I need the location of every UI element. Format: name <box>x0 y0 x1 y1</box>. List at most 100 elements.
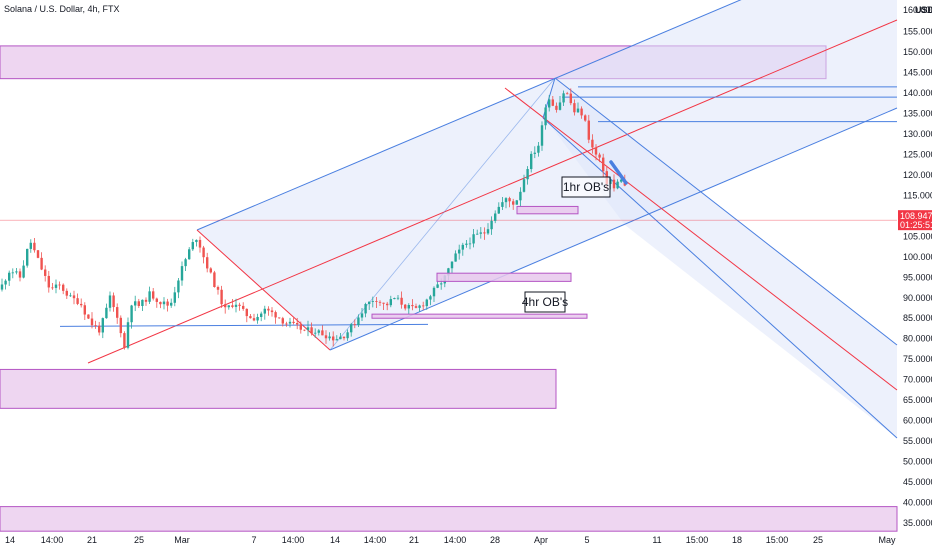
candle-body <box>558 102 562 110</box>
candle-body <box>497 206 500 214</box>
candle-body <box>501 202 504 207</box>
candle-body <box>519 191 522 201</box>
candle-body <box>98 325 101 333</box>
candle-body <box>522 179 526 192</box>
candle-body <box>263 308 266 314</box>
zone-box <box>0 368 557 409</box>
candle-body <box>234 304 238 307</box>
candle-body <box>80 303 83 306</box>
candle-body <box>141 299 144 306</box>
x-tick-label: 14:00 <box>41 535 64 545</box>
rising-fill-edge <box>329 77 556 351</box>
label-1hr-obs: 1hr OB's <box>563 180 609 194</box>
candle-body <box>94 325 97 327</box>
candle-body <box>425 299 428 307</box>
candle-body <box>58 284 61 286</box>
y-tick-label: 95.0000 <box>903 272 932 282</box>
x-tick-label: 25 <box>134 535 144 545</box>
order-block <box>436 272 572 282</box>
candle-body <box>26 248 29 266</box>
candle-body <box>44 269 47 276</box>
candle-body <box>144 299 148 302</box>
candle-body <box>551 99 554 106</box>
candle-body <box>62 284 65 291</box>
candle-body <box>440 283 443 285</box>
candle-body <box>198 239 202 248</box>
candle-body <box>598 154 601 158</box>
candle-body <box>0 284 4 290</box>
candle-body <box>483 232 486 234</box>
candle-body <box>612 179 616 189</box>
rising-median-line <box>87 19 898 364</box>
x-tick-label: May <box>878 535 896 545</box>
candle-body <box>375 301 378 302</box>
x-tick-label: 21 <box>409 535 419 545</box>
candle-body <box>285 323 288 325</box>
label-4hr-box <box>524 291 566 313</box>
candle-body <box>537 145 540 153</box>
candle-body <box>69 295 72 297</box>
x-tick-label: 14:00 <box>282 535 305 545</box>
candle-body <box>386 303 389 306</box>
candle-body <box>278 317 281 319</box>
y-tick-label: 55.0000 <box>903 436 932 446</box>
candle-body <box>594 147 598 155</box>
candle-body <box>134 301 137 306</box>
candle-body <box>11 272 14 274</box>
price-tag <box>898 210 932 231</box>
candle-body <box>173 292 176 303</box>
candle-body <box>580 108 583 116</box>
candle-body <box>36 250 40 258</box>
y-tick-label: 105.0000 <box>903 231 932 241</box>
x-tick-label: Mar <box>174 535 190 545</box>
y-tick-label: 75.0000 <box>903 354 932 364</box>
candle-body <box>396 297 400 299</box>
candle-body <box>242 305 245 309</box>
candle-body <box>461 244 464 250</box>
candle-body <box>303 329 306 331</box>
candle-body <box>353 324 356 326</box>
candle-body <box>288 321 292 324</box>
candle-body <box>584 115 587 121</box>
candle-body <box>116 307 119 318</box>
price-tag-countdown: 01:25:51 <box>900 220 932 230</box>
candle-body <box>47 275 50 288</box>
y-tick-label: 125.0000 <box>903 149 932 159</box>
falling-lower-line <box>542 117 898 439</box>
candle-body <box>180 266 184 281</box>
candle-body <box>213 272 216 288</box>
order-block <box>516 205 579 215</box>
x-tick-label: 28 <box>490 535 500 545</box>
falling-median-line <box>504 87 898 391</box>
candle-body <box>152 291 155 299</box>
candle-body <box>209 268 212 273</box>
candle-body <box>476 233 479 235</box>
candle-body <box>148 291 151 302</box>
x-tick-label: 15:00 <box>686 535 709 545</box>
candle-body <box>306 327 310 330</box>
candle-body <box>512 201 515 205</box>
y-tick-label: 80.0000 <box>903 334 932 344</box>
candle-body <box>332 336 335 341</box>
x-tick-label: 5 <box>584 535 589 545</box>
candle-body <box>418 305 421 308</box>
candle-body <box>429 296 432 300</box>
candle-body <box>112 295 115 308</box>
candle-body <box>566 93 569 95</box>
y-tick-label: 65.0000 <box>903 395 932 405</box>
candle-body <box>393 298 396 300</box>
candle-body <box>548 99 551 108</box>
y-tick-label: 90.0000 <box>903 293 932 303</box>
candle-body <box>249 316 252 319</box>
candle-body <box>155 298 158 302</box>
candle-body <box>515 200 518 205</box>
y-tick-label: 85.0000 <box>903 313 932 323</box>
candle-body <box>569 93 572 104</box>
y-tick-label: 145.0000 <box>903 68 932 78</box>
candle-body <box>87 314 90 319</box>
falling-upper-line <box>554 77 898 346</box>
candle-body <box>324 335 328 339</box>
candle-body <box>162 301 166 305</box>
